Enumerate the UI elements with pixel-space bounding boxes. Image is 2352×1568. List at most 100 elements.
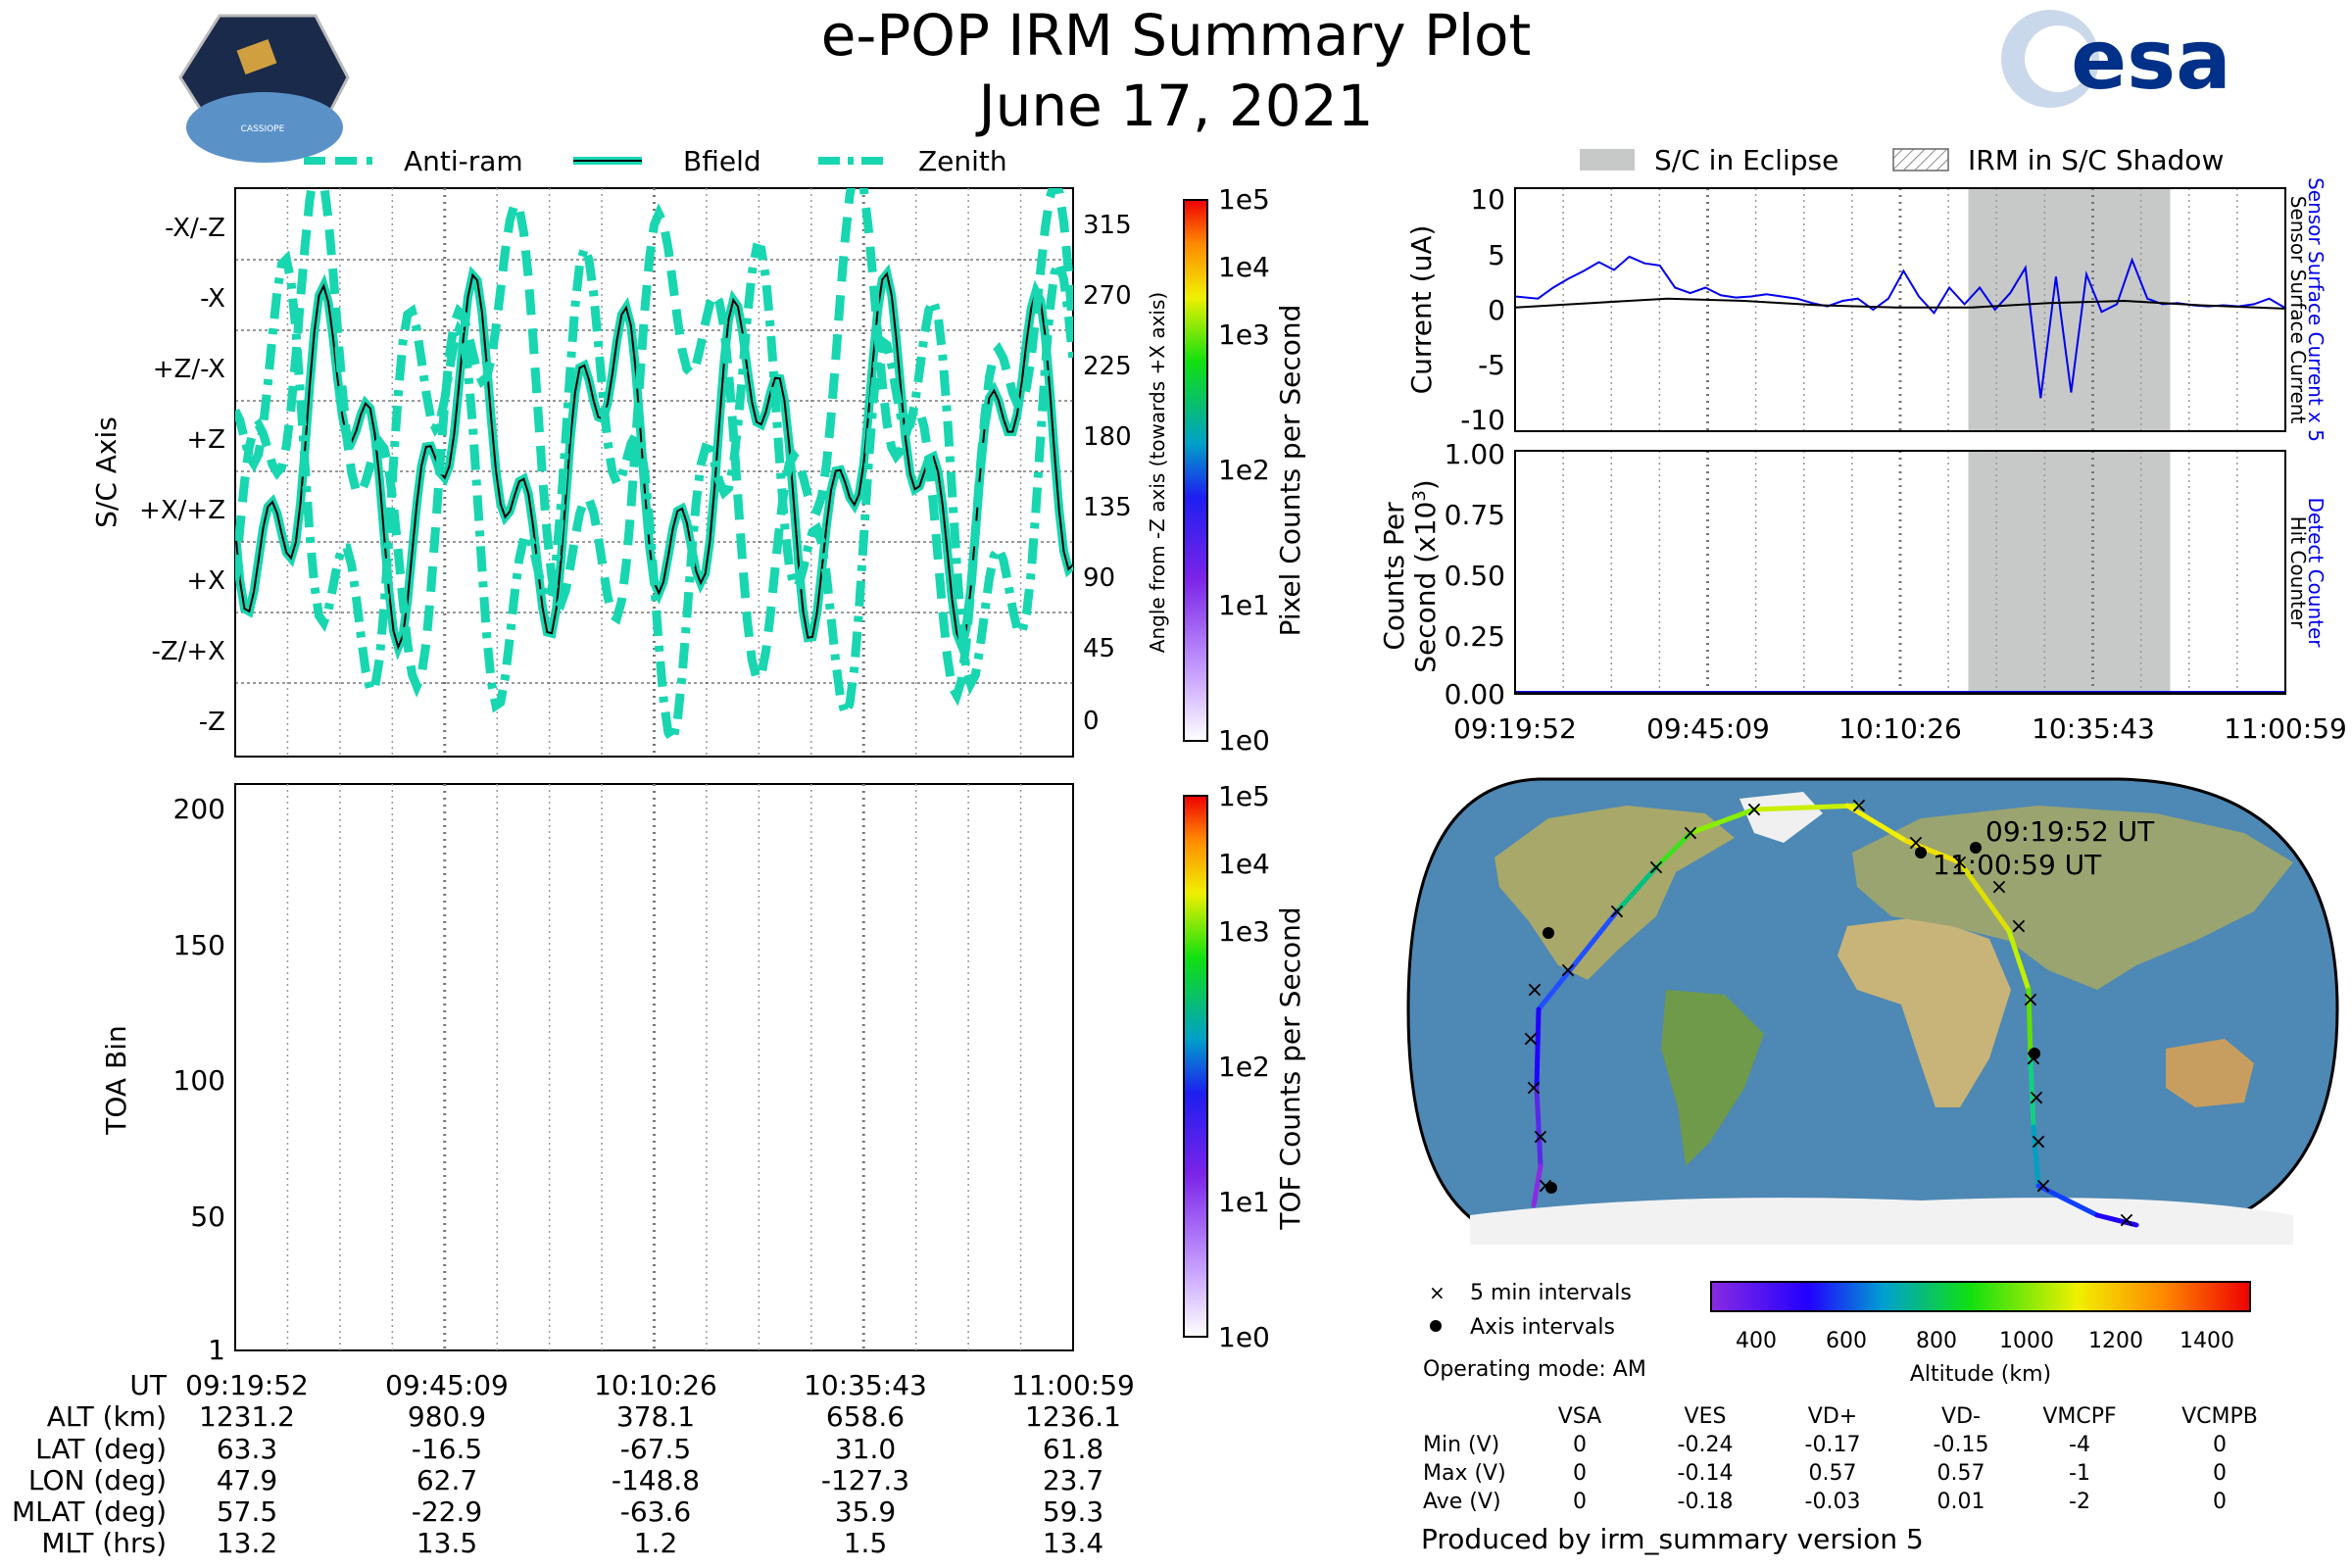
time-table-row-label: LAT (deg): [35, 1433, 167, 1465]
voltage-cell: 0: [1573, 1461, 1587, 1486]
legend-zenith: Zenith: [918, 145, 1007, 177]
time-table-cell: 23.7: [1043, 1464, 1103, 1496]
orbit-track-segment: [1536, 908, 1620, 1012]
current-right-label-blue: Sensor Surface Current x 5: [2304, 177, 2328, 442]
counts-eclipse-region: [1968, 451, 2171, 694]
voltage-cell: -4: [2069, 1433, 2090, 1457]
orbit-track-segment: [1534, 1006, 1542, 1091]
orbit-track-segment: [2031, 1124, 2041, 1189]
voltage-header: VD+: [1808, 1404, 1857, 1429]
map-legend: × 5 min intervals Axis intervals Operati…: [1423, 1281, 1646, 1382]
voltage-header: VCMPB: [2181, 1404, 2258, 1429]
map-greenland: [1740, 792, 1823, 843]
time-table-cell: 63.3: [217, 1433, 277, 1465]
interval-marker: ×: [2118, 1208, 2135, 1233]
map-south-america: [1661, 990, 1764, 1166]
header: CASSIOPE e-POP IRM Summary Plot June 17,…: [178, 2, 2231, 163]
interval-marker: ×: [2034, 1174, 2052, 1199]
zenith-curve: [235, 235, 1073, 752]
current-ylabel: Current (uA): [1405, 225, 1438, 395]
time-table-cell: 57.5: [217, 1495, 277, 1528]
attitude-y2tick: 45: [1083, 634, 1115, 663]
esa-logo: esa: [2001, 10, 2231, 108]
time-table-row-label: LON (deg): [28, 1464, 167, 1496]
time-table-row-label: ALT (km): [47, 1400, 167, 1433]
current-ytick: 5: [1488, 239, 1505, 271]
attitude-ytick: -X: [200, 284, 225, 314]
toa-ytick: 100: [173, 1064, 225, 1097]
legend-5min: 5 min intervals: [1470, 1281, 1632, 1305]
attitude-y2tick: 315: [1083, 211, 1132, 240]
pixel-colorbar-tick: 1e4: [1218, 251, 1270, 283]
attitude-y2ticks: 315 270 225 180 135 90 45 0: [1083, 211, 1132, 736]
current-ytick: -5: [1478, 349, 1505, 381]
voltage-header: VD-: [1941, 1404, 1981, 1429]
legend-5min-marker: ×: [1429, 1281, 1446, 1304]
counts-right-label-black: Hit Counter: [2286, 516, 2310, 629]
tof-colorbar-label: TOF Counts per Second: [1274, 906, 1306, 1230]
time-table-cell: 13.4: [1043, 1527, 1103, 1559]
time-table-cell: 11:00:59: [1011, 1369, 1135, 1401]
pixel-colorbar-bar: [1183, 199, 1208, 742]
counts-xtick: 10:10:26: [1838, 712, 1962, 745]
altitude-tick: 600: [1826, 1329, 1867, 1353]
axis-marker: [1545, 1182, 1557, 1194]
altitude-tick: 800: [1916, 1329, 1957, 1353]
orbit-track-segment: [1614, 864, 1659, 914]
voltage-cell: 0: [1573, 1490, 1587, 1514]
current-legend: S/C in Eclipse IRM in S/C Shadow: [1580, 144, 2224, 176]
attitude-y2tick: 180: [1083, 422, 1132, 452]
voltage-header: VMCPF: [2042, 1404, 2116, 1429]
voltage-cell: 0: [2213, 1433, 2227, 1457]
toa-grid: [286, 784, 1022, 1350]
tof-colorbar-tick: 1e5: [1218, 780, 1270, 812]
counts-ytick: 0.50: [1445, 560, 1505, 592]
attitude-plot: S/C Axis -X/-Z -X +Z/-X +Z +X/+Z +X -Z/+…: [90, 187, 1169, 758]
legend-axis-marker: [1430, 1320, 1442, 1332]
orbit-track: [1531, 803, 2139, 1228]
counts-xtick: 11:00:59: [2224, 712, 2347, 745]
map-australia: [2166, 1039, 2254, 1107]
axis-marker: [1915, 847, 1927, 858]
map-antarctica: [1470, 1198, 2293, 1245]
legend-axis: Axis intervals: [1470, 1315, 1615, 1340]
voltage-row-label: Max (V): [1423, 1461, 1506, 1486]
time-table-row-label: MLT (hrs): [41, 1527, 167, 1559]
attitude-y2tick: 270: [1083, 281, 1132, 311]
interval-marker: ×: [1990, 875, 2008, 900]
time-table-cell: 378.1: [616, 1400, 695, 1433]
esa-logo-text: esa: [2071, 12, 2231, 108]
counts-ytick: 0.75: [1445, 499, 1505, 531]
time-table-cell: 10:10:26: [594, 1369, 717, 1401]
map-eurasia: [1852, 806, 2293, 990]
axis-marker: [1543, 927, 1554, 939]
time-table-cell: 35.9: [835, 1495, 896, 1528]
pixel-colorbar-tick: 1e0: [1218, 724, 1270, 757]
counts-ylabel-line1: Counts Per: [1378, 502, 1410, 651]
time-table-cell: -127.3: [821, 1464, 909, 1496]
attitude-ytick: -X/-Z: [165, 214, 225, 243]
voltage-table: VSA VES VD+ VD- VMCPF VCMPB Min (V) 0 -0…: [1423, 1404, 2258, 1514]
axis-marker: [1970, 842, 1982, 854]
attitude-curves: [235, 188, 1073, 752]
interval-marker: ×: [2028, 1086, 2045, 1110]
interval-marker: ×: [1608, 900, 1626, 924]
legend-anti-ram: Anti-ram: [404, 145, 523, 177]
attitude-y2tick: 225: [1083, 352, 1132, 381]
voltage-cell: 0: [1573, 1433, 1587, 1457]
orbit-track-segment: [1844, 803, 1909, 844]
axis-marker: [2029, 1048, 2040, 1059]
time-table-cell: 59.3: [1043, 1495, 1103, 1528]
altitude-colorbar: 400 600 800 1000 1200 1400 Altitude (km): [1710, 1281, 2251, 1387]
map-start-label: 09:19:52 UT: [1985, 815, 2155, 848]
attitude-ytick: +X/+Z: [139, 496, 225, 525]
current-series-line: [1515, 297, 2285, 310]
map-africa: [1838, 916, 2011, 1107]
operating-mode: Operating mode: AM: [1423, 1357, 1646, 1382]
orbit-track-segment: [1751, 803, 1862, 812]
interval-marker: ×: [1526, 978, 1544, 1003]
orbit-track-segment: [1903, 838, 1963, 865]
voltage-cell: 0: [2213, 1461, 2227, 1486]
pixel-colorbar-tick: 1e3: [1218, 318, 1270, 351]
pixel-colorbar-tick: 1e2: [1218, 454, 1270, 486]
